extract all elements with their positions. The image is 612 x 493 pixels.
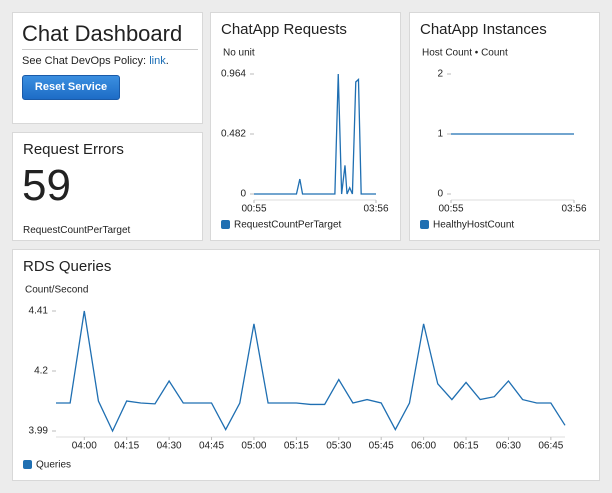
legend-label: Queries	[36, 460, 71, 471]
x-tick-label: 03:56	[561, 204, 586, 215]
x-tick-label: 00:55	[438, 204, 463, 215]
x-tick-label: 04:15	[114, 441, 139, 452]
x-tick-label: 06:00	[411, 441, 436, 452]
x-tick-label: 04:30	[157, 441, 182, 452]
x-tick-label: 04:45	[199, 441, 224, 452]
x-tick-label: 03:56	[363, 204, 388, 215]
policy-text: See Chat DevOps Policy:	[22, 55, 147, 67]
policy-line: See Chat DevOps Policy: link.	[22, 55, 169, 67]
rds-panel: RDS Queries Count/Second 3.99 4.2 4.41 04:00 0…	[12, 249, 600, 481]
x-tick-label: 05:45	[369, 441, 394, 452]
y-tick-label: 3.99	[29, 426, 49, 437]
x-tick-label: 05:00	[241, 441, 266, 452]
legend-label: HealthyHostCount	[433, 220, 514, 231]
reset-button[interactable]: Reset Service	[22, 75, 120, 100]
y-axis-label: Count/Second	[25, 285, 88, 296]
divider	[22, 49, 198, 50]
legend-label: RequestCountPerTarget	[234, 220, 342, 231]
chart: RDS Queries Count/Second 3.99 4.2 4.41 04:00 0…	[23, 258, 566, 471]
x-tick-label: 04:00	[72, 441, 97, 452]
y-tick-label: 0	[437, 189, 443, 200]
policy-suffix: .	[165, 55, 169, 67]
dashboard-title: Chat Dashboard	[22, 21, 183, 46]
chart: ChatApp Requests No unit 0 0.482 0.964 00:55 0…	[221, 21, 389, 231]
x-tick-label: 06:45	[538, 441, 563, 452]
requests-panel: ChatApp Requests No unit 0 0.482 0.964 00:55 0…	[210, 12, 401, 241]
x-tick-label: 06:30	[496, 441, 521, 452]
y-axis-label: No unit	[223, 48, 255, 59]
x-tick-label: 00:55	[241, 204, 266, 215]
y-tick-label: 1	[437, 129, 443, 140]
y-tick-label: 4.2	[34, 366, 48, 377]
y-tick-label: 4.41	[29, 306, 49, 317]
errors-title: Request Errors	[23, 141, 124, 158]
y-axis-label: Host Count • Count	[422, 48, 508, 59]
x-tick-label: 05:15	[284, 441, 309, 452]
x-tick-label: 05:30	[326, 441, 351, 452]
y-tick-label: 0.964	[221, 69, 246, 80]
chart: ChatApp Instances Host Count • Count 0 1 2 00…	[420, 21, 587, 231]
series-line	[56, 310, 566, 433]
y-tick-label: 0.482	[221, 129, 246, 140]
series-line	[254, 73, 376, 195]
y-tick-label: 2	[437, 69, 443, 80]
x-tick-label: 06:15	[454, 441, 479, 452]
header-panel: Chat Dashboard See Chat DevOps Policy: l…	[12, 12, 203, 124]
legend-swatch	[23, 460, 32, 469]
errors-panel: Request Errors 59 RequestCountPerTarget	[12, 132, 203, 241]
instances-panel: ChatApp Instances Host Count • Count 0 1 2 00…	[409, 12, 600, 241]
errors-metric: RequestCountPerTarget	[23, 225, 131, 236]
legend-swatch	[420, 220, 429, 229]
y-tick-label: 0	[240, 189, 246, 200]
policy-link[interactable]: link	[149, 55, 166, 67]
errors-value: 59	[22, 161, 71, 210]
chart-title: ChatApp Requests	[221, 21, 347, 38]
chart-title: ChatApp Instances	[420, 21, 547, 38]
legend-swatch	[221, 220, 230, 229]
chart-title: RDS Queries	[23, 258, 111, 275]
